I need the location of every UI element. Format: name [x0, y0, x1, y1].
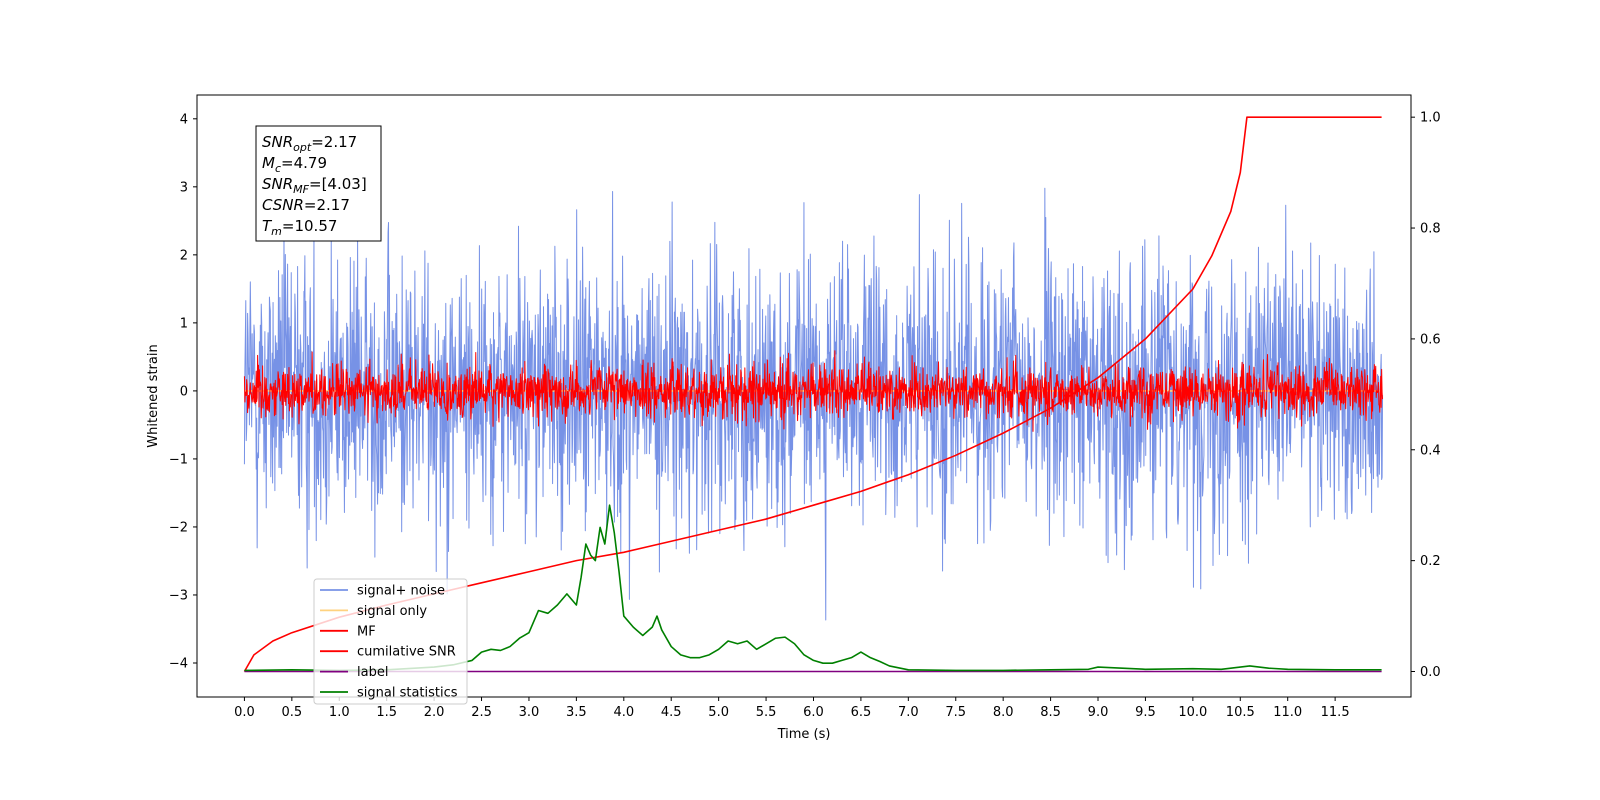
x-tick-label: 1.5	[376, 705, 397, 720]
x-tick-label: 3.0	[519, 705, 540, 720]
x-tick-label: 7.0	[898, 705, 919, 720]
x-tick-label: 8.5	[1040, 705, 1061, 720]
annotation-line: SNRMF=[4.03]	[262, 175, 367, 196]
y-left-tick-label: −3	[169, 588, 188, 603]
x-axis: 0.0 0.5 1.0 1.5 2.0 2.5 3.0 3.5 4.0 4.5 5.0 5.5 6.0 6…	[234, 697, 1350, 720]
x-tick-label: 3.5	[566, 705, 587, 720]
annotation-frame	[255, 125, 382, 242]
y-left-tick-label: −2	[169, 520, 188, 535]
x-tick-label: 10.0	[1178, 705, 1207, 720]
legend-label: label	[357, 665, 388, 680]
y-axis-left: 4 3 2 1 0 −1 −2 −3 −4	[169, 112, 197, 671]
annotation-line: CSNR=2.17	[262, 196, 350, 214]
annotation-line: SNRopt=2.17	[262, 133, 357, 154]
x-tick-label: 9.0	[1088, 705, 1109, 720]
x-tick-label: 5.5	[756, 705, 777, 720]
x-tick-label: 9.5	[1135, 705, 1156, 720]
x-tick-label: 11.0	[1273, 705, 1302, 720]
y-right-tick-label: 0.6	[1420, 332, 1441, 347]
x-tick-label: 0.0	[234, 705, 255, 720]
y-axis-right: 1.0 0.8 0.6 0.4 0.2 0.0	[1411, 111, 1441, 680]
legend-label: signal statistics	[357, 686, 458, 701]
x-tick-label: 7.5	[945, 705, 966, 720]
y-right-tick-label: 0.8	[1420, 222, 1441, 237]
series-signal-statistics-line	[244, 504, 1382, 672]
x-tick-label: 1.0	[329, 705, 350, 720]
y-right-tick-label: 1.0	[1420, 111, 1441, 126]
series-signal-noise-line	[243, 187, 1384, 621]
y-right-tick-label: 0.0	[1420, 665, 1441, 680]
x-tick-label: 8.0	[993, 705, 1014, 720]
legend-label: signal only	[357, 604, 427, 619]
y-axis-label: Whitened strain	[146, 344, 161, 447]
legend-label: MF	[357, 624, 376, 639]
x-tick-label: 6.0	[803, 705, 824, 720]
x-tick-label: 10.5	[1226, 705, 1255, 720]
x-tick-label: 2.0	[424, 705, 445, 720]
axes-frame	[196, 94, 1412, 698]
x-tick-label: 5.0	[708, 705, 729, 720]
x-tick-label: 11.5	[1321, 705, 1350, 720]
y-left-tick-label: 0	[180, 384, 188, 399]
legend: signal+ noise signal only MF cumilative SNR…	[313, 578, 468, 705]
y-left-tick-label: −4	[169, 656, 188, 671]
x-tick-label: 2.5	[471, 705, 492, 720]
legend-label: cumilative SNR	[357, 645, 456, 660]
y-right-tick-label: 0.4	[1420, 443, 1441, 458]
x-tick-label: 4.5	[661, 705, 682, 720]
x-tick-label: 4.0	[613, 705, 634, 720]
y-right-tick-label: 0.2	[1420, 554, 1441, 569]
legend-frame	[313, 578, 468, 705]
y-left-tick-label: 2	[180, 248, 188, 263]
x-axis-label: Time (s)	[777, 727, 831, 742]
y-left-tick-label: 1	[180, 316, 188, 331]
series-mf-line	[243, 350, 1384, 432]
x-tick-label: 0.5	[282, 705, 303, 720]
y-left-tick-label: −1	[169, 452, 188, 467]
annotation-line: Tm=10.57	[262, 217, 337, 238]
y-left-tick-label: 3	[180, 180, 188, 195]
x-tick-label: 6.5	[851, 705, 872, 720]
y-left-tick-label: 4	[180, 112, 188, 127]
legend-label: signal+ noise	[357, 584, 445, 599]
annotation-line: Mc=4.79	[262, 154, 327, 175]
